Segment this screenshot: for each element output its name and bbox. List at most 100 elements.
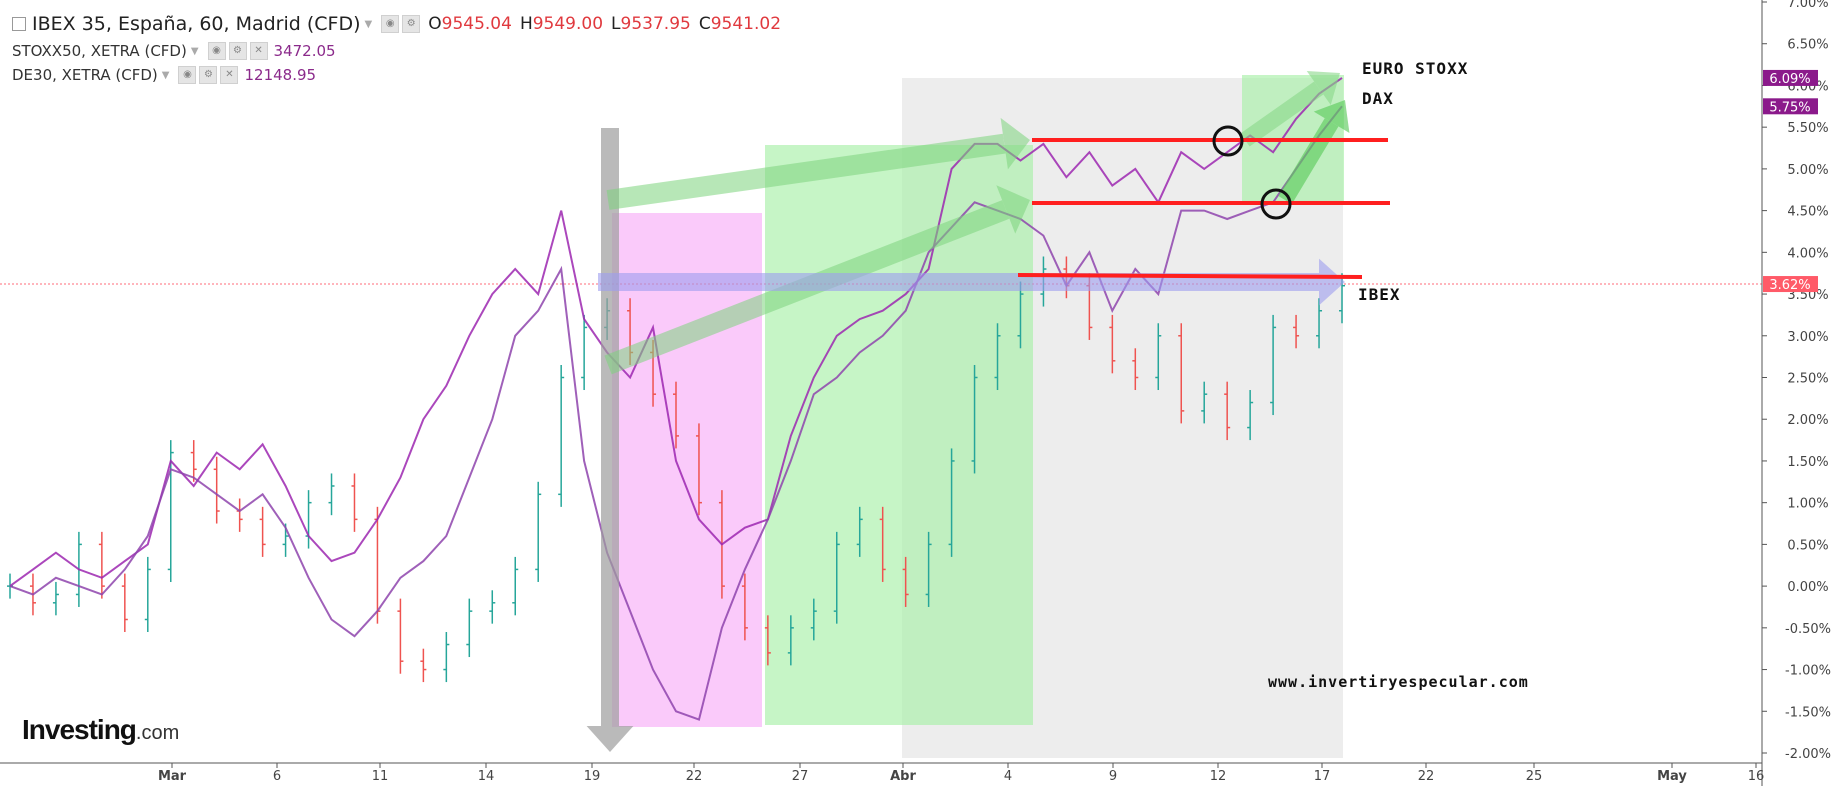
y-tick-label: 1.00% — [1787, 497, 1828, 512]
open-value: 9545.04 — [441, 14, 512, 34]
ohlc-bar — [558, 364, 565, 507]
down-arrow — [586, 128, 634, 752]
ohlc-bar — [328, 473, 335, 516]
resistance-line-3 — [1017, 273, 1363, 279]
y-tick-label: -2.00% — [1785, 747, 1831, 762]
ohlc-bar — [1316, 298, 1323, 349]
legend-overlay-dax[interactable]: DE30, XETRA (CFD) ▼ ◉ ⚙ ✕ 12148.95 — [12, 66, 316, 84]
x-tick-label: 12 — [1210, 769, 1227, 784]
ohlc-bar — [673, 381, 679, 449]
arrow-euro-stoxx — [1240, 70, 1340, 147]
chevron-down-icon[interactable]: ▼ — [190, 45, 199, 57]
chevron-down-icon[interactable]: ▼ — [161, 69, 170, 81]
drawing-annotations — [586, 70, 1390, 752]
series-line-de30 — [9, 105, 1343, 721]
green-zone — [765, 145, 1033, 725]
ohlc-bar — [1224, 381, 1231, 441]
y-tick-label: 2.00% — [1787, 413, 1828, 428]
x-tick-label: 17 — [1314, 769, 1331, 784]
x-tick-label: 11 — [372, 769, 389, 784]
gear-icon[interactable]: ⚙ — [228, 42, 247, 60]
ohlc-bar — [535, 481, 542, 582]
close-icon[interactable]: ✕ — [249, 42, 268, 60]
eye-icon[interactable]: ◉ — [381, 15, 400, 33]
ohlc-bar — [351, 473, 358, 532]
y-tick-label: 0.50% — [1787, 538, 1828, 553]
ohlc-bar — [190, 440, 197, 482]
ohlc-bar — [121, 573, 128, 633]
ohlc-bar — [971, 364, 978, 474]
legend-main[interactable]: IBEX 35, España, 60, Madrid (CFD) ▼ ◉ ⚙ … — [12, 13, 781, 35]
ohlc-bar — [52, 581, 59, 616]
ohlc-bar — [1132, 348, 1139, 391]
y-tick-label: 5.00% — [1787, 163, 1828, 178]
y-tick-label: 1.50% — [1787, 455, 1828, 470]
low-label: L — [611, 14, 621, 34]
ohlc-bar — [994, 323, 1001, 391]
symbol-title[interactable]: IBEX 35, España, 60, Madrid (CFD) — [32, 13, 361, 35]
ohlc-bar — [1270, 314, 1277, 416]
x-tick-label: May — [1657, 769, 1687, 784]
ohlc-bar — [833, 531, 840, 624]
annotation-ibex: IBEX — [1358, 285, 1401, 304]
annotation-euro-stoxx: EURO STOXX — [1362, 59, 1469, 78]
overlay-value: 12148.95 — [244, 66, 317, 84]
gear-icon[interactable]: ⚙ — [199, 66, 218, 84]
close-label: C — [698, 14, 711, 34]
close-value: 9541.02 — [710, 14, 782, 34]
ohlc-bar — [213, 456, 220, 524]
ohlc-bar — [902, 556, 909, 607]
ohlc-bar — [1178, 323, 1185, 424]
x-tick-label: Mar — [158, 769, 187, 784]
ohlc-bar — [420, 648, 427, 683]
y-tick-label: 4.50% — [1787, 205, 1828, 220]
ohlc-bar — [879, 506, 886, 582]
x-tick-label: 25 — [1526, 769, 1543, 784]
magenta-zone — [612, 213, 762, 727]
legend-overlay-stoxx[interactable]: STOXX50, XETRA (CFD) ▼ ◉ ⚙ ✕ 3472.05 — [12, 42, 336, 60]
marker-circle — [1260, 188, 1292, 220]
high-label: H — [519, 14, 533, 34]
eye-icon[interactable]: ◉ — [178, 66, 197, 84]
eye-icon[interactable]: ◉ — [207, 42, 226, 60]
annotation-website: www.invertiryespecular.com — [1268, 673, 1529, 691]
collapse-icon[interactable] — [12, 17, 26, 31]
logo-main: Investing — [22, 714, 137, 745]
y-tick-label: 6.50% — [1787, 38, 1828, 53]
overlay-name[interactable]: STOXX50, XETRA (CFD) — [12, 42, 187, 60]
x-tick-label: 22 — [1418, 769, 1435, 784]
y-tick-label: -1.00% — [1785, 664, 1831, 679]
investing-logo: Investing.com — [22, 714, 179, 746]
y-tick-label: 7.00% — [1787, 0, 1828, 11]
y-tick-label: 0.00% — [1787, 580, 1828, 595]
ohlc-bar — [787, 615, 794, 666]
y-tick-label: 4.00% — [1787, 246, 1828, 261]
ohlc-bar — [98, 531, 105, 599]
time-axis[interactable]: Mar 6 11 14 19 22 27 Abr 4 9 12 17 22 25 May 16 — [0, 762, 1764, 784]
arrow-up-1 — [606, 117, 1030, 210]
price-axis[interactable]: 7.00%6.50%6.00%5.50%5.00%4.50%4.00%3.50%… — [1761, 0, 1831, 786]
annotation-dax: DAX — [1362, 89, 1394, 108]
close-icon[interactable]: ✕ — [220, 66, 239, 84]
marker-circle — [1212, 125, 1244, 157]
ohlc-bar — [948, 448, 955, 557]
x-tick-label: 19 — [584, 769, 601, 784]
ohlc-bar — [236, 498, 243, 532]
ohlc-bar — [489, 590, 496, 624]
chevron-down-icon[interactable]: ▼ — [364, 18, 373, 30]
ohlc-bar — [1155, 323, 1162, 391]
y-tick-label: 2.50% — [1787, 372, 1828, 387]
x-tick-label: 14 — [478, 769, 495, 784]
y-tick-label: 5.50% — [1787, 121, 1828, 136]
x-tick-label: 4 — [1004, 769, 1012, 784]
y-tick-label: -1.50% — [1785, 705, 1831, 720]
last-value-badge: 5.75% — [1763, 98, 1818, 115]
ohlc-bar — [810, 598, 817, 641]
high-value: 9549.00 — [532, 14, 604, 34]
ohlc-bar — [1247, 390, 1254, 441]
ohlc-bar — [443, 632, 450, 683]
overlay-name[interactable]: DE30, XETRA (CFD) — [12, 66, 158, 84]
gear-icon[interactable]: ⚙ — [402, 15, 421, 33]
last-value-badge: 6.09% — [1763, 69, 1818, 87]
